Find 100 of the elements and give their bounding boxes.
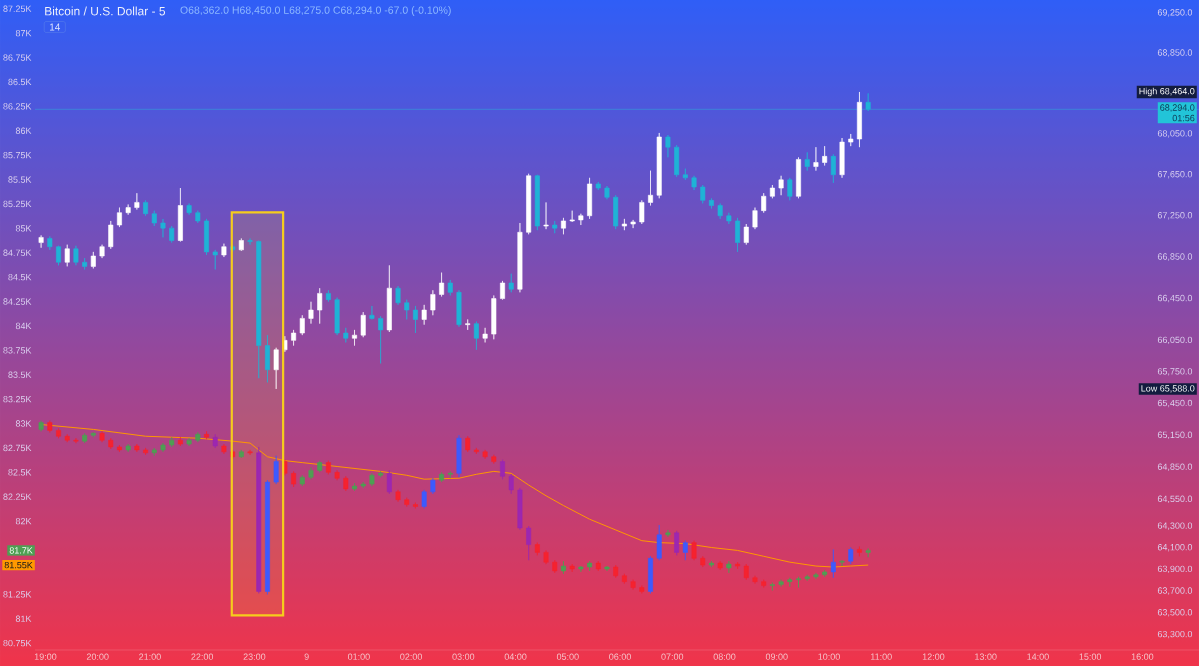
candlestick <box>369 305 375 320</box>
candlestick <box>456 289 462 328</box>
candlestick <box>682 540 688 561</box>
candlestick <box>630 219 636 229</box>
candlestick <box>64 244 70 267</box>
candlestick <box>761 192 767 213</box>
x-tick-label: 23:00 <box>243 653 266 660</box>
candlestick <box>308 301 314 324</box>
candlestick <box>343 475 349 492</box>
candlestick <box>578 213 584 226</box>
candlestick <box>560 217 566 235</box>
y2-tick-label: 65,450.0 <box>1157 399 1193 408</box>
candlestick <box>195 210 201 224</box>
y-tick-label: 85K <box>15 225 32 232</box>
candlestick <box>125 204 131 216</box>
candlestick <box>412 502 418 509</box>
candlestick <box>317 460 323 473</box>
candlestick <box>221 443 227 455</box>
y-tick-label: 84.5K <box>8 273 32 281</box>
candlestick <box>674 144 680 178</box>
candlestick <box>291 329 297 346</box>
y-tick-label: 84.25K <box>3 298 32 305</box>
candlestick <box>56 428 61 439</box>
candlestick <box>447 279 453 296</box>
candlestick <box>247 238 253 245</box>
candlestick <box>238 238 244 252</box>
candlestick <box>473 447 479 455</box>
candlestick <box>743 223 749 245</box>
x-tick-label: 12:00 <box>922 653 945 660</box>
candlestick <box>500 280 505 300</box>
candlestick <box>665 134 671 158</box>
candlestick <box>404 497 410 507</box>
candlestick <box>212 433 218 449</box>
x-tick-label: 15:00 <box>1079 653 1102 660</box>
candlestick <box>769 184 775 199</box>
x-tick-label: 08:00 <box>713 653 736 660</box>
candlestick <box>264 334 270 383</box>
candlestick <box>334 470 340 481</box>
y-tick-label: 81K <box>15 615 32 622</box>
annotation: 14 <box>49 23 61 31</box>
candlestick <box>378 316 384 364</box>
candlestick <box>839 559 845 567</box>
y2-tick-label: 64,100.0 <box>1157 544 1193 552</box>
candlestick <box>752 575 758 584</box>
candlestick <box>735 561 741 570</box>
candlestick <box>787 177 793 201</box>
y2-tick-label: 64,300.0 <box>1157 522 1193 530</box>
candlestick <box>143 447 149 456</box>
candlestick <box>830 549 836 579</box>
x-tick-label: 19:00 <box>34 653 57 660</box>
candlestick <box>430 477 436 495</box>
candlestick <box>552 220 558 234</box>
candlestick <box>587 560 593 572</box>
candlestick <box>64 433 70 443</box>
candlestick <box>656 132 662 199</box>
candlestick <box>186 437 192 447</box>
candlestick <box>726 560 732 574</box>
candlestick <box>360 481 366 489</box>
x-tick-label: 03:00 <box>452 653 475 660</box>
candlestick <box>865 93 871 112</box>
y-tick-label: 86K <box>15 127 32 134</box>
candlestick <box>47 236 53 251</box>
candlestick <box>787 577 793 587</box>
candlestick <box>90 251 96 269</box>
candlestick <box>38 235 44 249</box>
text: O68,362.0 H68,450.0 L68,275.0 C68,294.0 -67.0 (-0.10%) <box>180 6 451 16</box>
candlestick <box>508 474 514 495</box>
candlestick <box>813 146 819 171</box>
candlestick <box>604 185 610 200</box>
candlestick <box>47 420 53 433</box>
candlestick <box>456 434 462 478</box>
y2-tick-label: 65,150.0 <box>1157 431 1193 440</box>
candlestick <box>116 444 122 453</box>
y2-tick-label: 63,700.0 <box>1157 587 1193 595</box>
y-tick-label: 84K <box>15 322 32 330</box>
y2-tick-label: 68,850.0 <box>1157 49 1193 57</box>
candlestick <box>160 442 166 453</box>
y-tick-label: 80.75K <box>3 639 32 647</box>
candlestick <box>552 559 558 574</box>
candlestick <box>761 579 767 588</box>
y-tick-label: 86.75K <box>3 54 32 61</box>
candlestick <box>264 479 270 595</box>
y2-tick-label: 63,900.0 <box>1157 565 1193 574</box>
candlestick <box>543 550 549 565</box>
x-tick-label: 14:00 <box>1027 653 1049 660</box>
candlestick <box>439 272 445 297</box>
candlestick <box>630 579 636 590</box>
candlestick <box>108 220 114 250</box>
candlestick <box>352 329 357 346</box>
candlestick <box>465 319 471 331</box>
candlestick <box>508 273 514 293</box>
candlestick <box>273 347 279 390</box>
candlestick <box>491 295 497 340</box>
x-tick-label: 22:00 <box>191 653 214 660</box>
candlestick <box>204 218 209 256</box>
candlestick <box>830 154 836 184</box>
candlestick <box>421 489 427 509</box>
candlestick <box>517 222 523 293</box>
candlestick <box>595 560 601 572</box>
candlestick <box>169 436 175 448</box>
